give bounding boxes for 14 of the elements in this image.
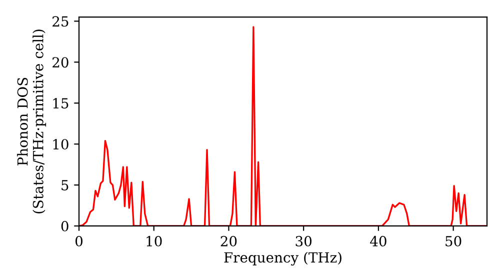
x-tick-label: 40 [370,236,386,246]
x-tick-label: 0 [75,236,82,246]
y-tick-label: 25 [52,16,68,27]
x-axis-title: Frequency (THz) [224,252,342,266]
x-tick-label: 30 [296,236,312,246]
y-axis-title: Phonon DOS (States/THz·primitive cell) [17,30,46,214]
x-tick-label: 50 [446,236,462,246]
y-tick-label: 0 [61,220,68,232]
y-tick-label: 20 [52,57,68,68]
x-tick-label: 10 [146,236,162,246]
y-tick-label: 10 [53,139,68,150]
x-tick-label: 20 [220,236,237,246]
y-tick-label: 5 [62,180,68,190]
y-tick-label: 15 [53,98,68,109]
